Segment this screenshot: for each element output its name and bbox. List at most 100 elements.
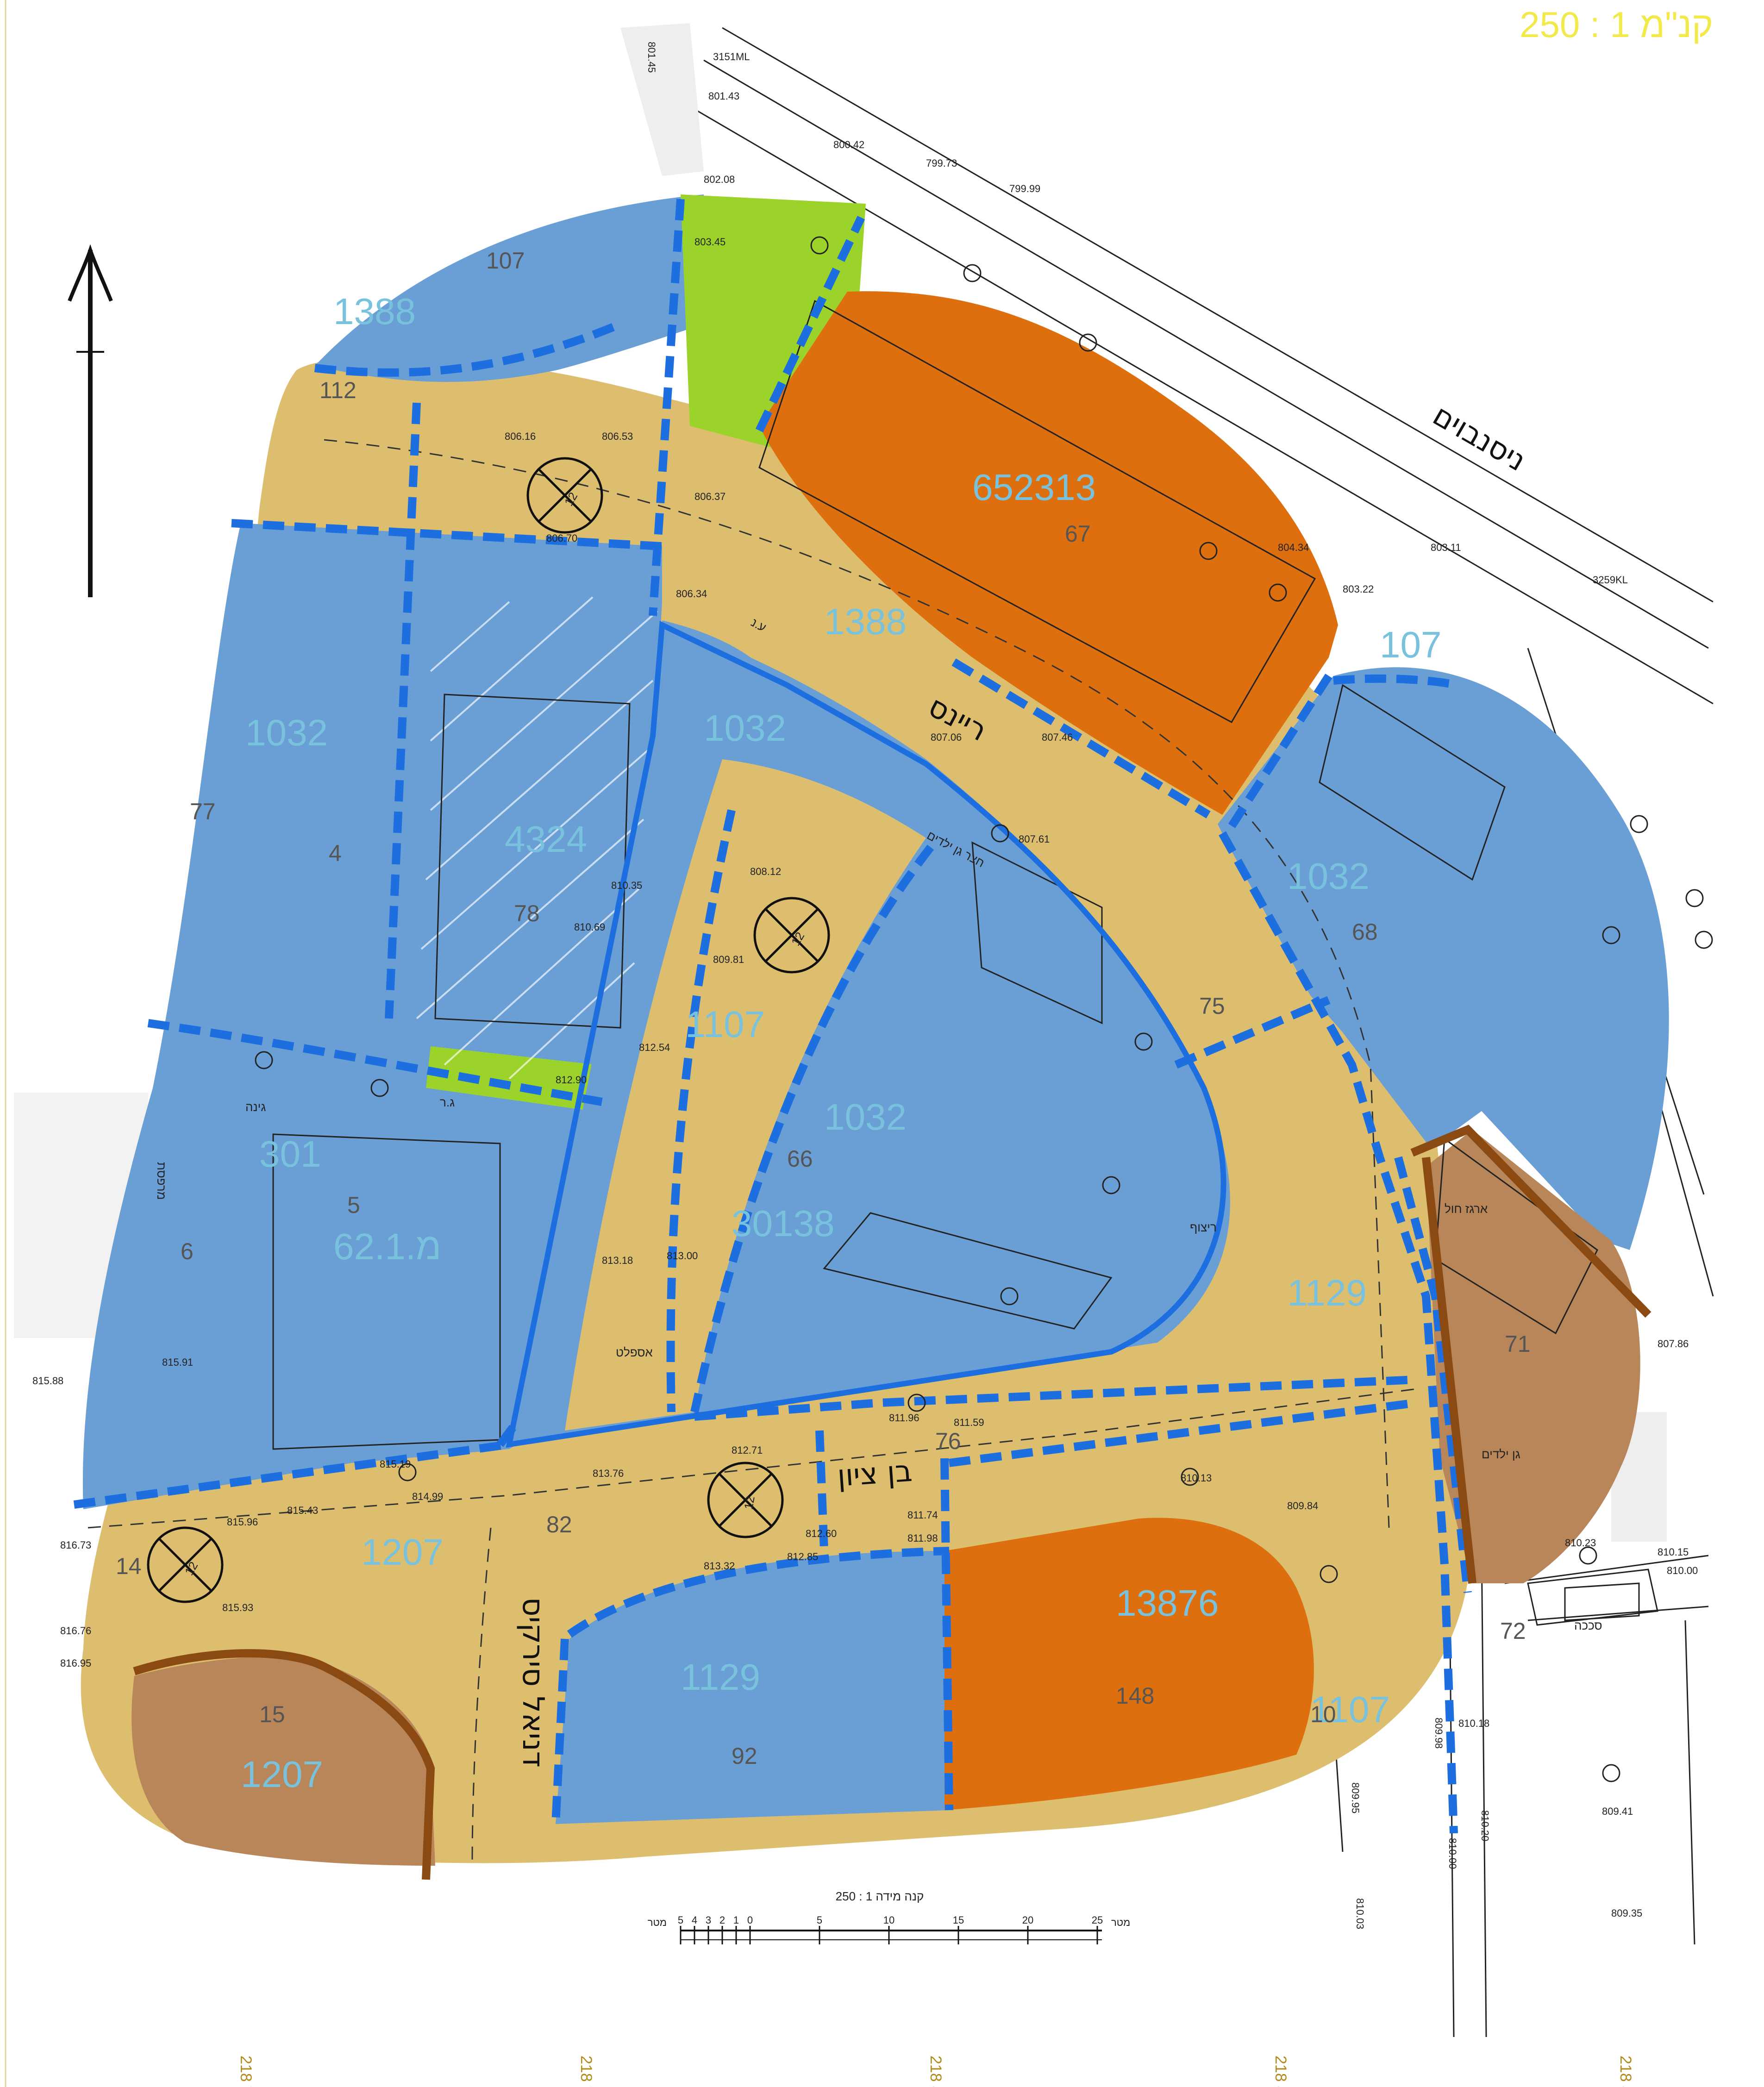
elevation-label: 815.96 bbox=[227, 1516, 258, 1528]
hatch-overlay bbox=[416, 596, 658, 1080]
parcel-label: 652313 bbox=[972, 467, 1096, 508]
parcel-label: 62.מ.1 bbox=[333, 1226, 441, 1267]
scale-tick: 20 bbox=[1022, 1914, 1033, 1926]
grid-coordinate: 218 750 bbox=[237, 2056, 255, 2087]
elevation-labels: 801.45 801.43 802.08 803.45 806.16 806.5… bbox=[32, 42, 1698, 1929]
scale-tick: 3 bbox=[706, 1914, 711, 1926]
stipple-zone-top bbox=[620, 23, 704, 176]
parcel-label: 1032 bbox=[704, 707, 786, 749]
zone-number: 78 bbox=[514, 900, 540, 926]
zone-orange-bottom bbox=[945, 1518, 1314, 1810]
elevation-label: 812.54 bbox=[639, 1042, 670, 1053]
elevation-label: 809.35 bbox=[1611, 1907, 1642, 1919]
road-circle-number: 12 bbox=[741, 1495, 757, 1511]
elevation-label: 809.98 bbox=[1433, 1718, 1445, 1749]
scale-tick: 0 bbox=[747, 1914, 753, 1926]
elevation-label: 803.45 bbox=[694, 236, 726, 248]
annotation-label: ריצוף bbox=[1190, 1220, 1217, 1234]
elevation-label: 806.16 bbox=[505, 431, 536, 442]
zone-blue-right bbox=[1218, 667, 1669, 1250]
annotation-label: אספלט bbox=[616, 1345, 653, 1359]
zone-brown-bottom-left bbox=[131, 1656, 435, 1866]
elevation-label: 800.42 bbox=[833, 139, 864, 150]
grid-coordinate: 218 800 bbox=[927, 2056, 945, 2087]
street-name: בן ציון bbox=[836, 1454, 913, 1493]
zone-number: 5 bbox=[347, 1192, 360, 1218]
elevation-label: 810.18 bbox=[1458, 1718, 1489, 1729]
plan-boundaries bbox=[73, 199, 1472, 1834]
elevation-label: 810.00 bbox=[1667, 1565, 1698, 1576]
elevation-label: 3151ML bbox=[713, 51, 750, 62]
elevation-label: 806.70 bbox=[546, 532, 577, 544]
zone-number: 4 bbox=[329, 840, 342, 866]
street-name: דניאל סירקיס bbox=[516, 1597, 550, 1768]
elevation-label: 3259KL bbox=[1593, 574, 1628, 586]
scale-unit-left: מטר bbox=[648, 1917, 667, 1928]
parcel-label: 1107 bbox=[685, 1004, 765, 1045]
elevation-label: 812.85 bbox=[787, 1551, 818, 1562]
elevation-label: 808.12 bbox=[750, 866, 781, 877]
grid-coordinate: 218 825 bbox=[1272, 2056, 1289, 2087]
elevation-label: 810.20 bbox=[1479, 1810, 1491, 1841]
parcel-label: 1129 bbox=[1287, 1272, 1367, 1313]
annotation-label: סככה bbox=[1574, 1618, 1602, 1632]
zone-tan-inner bbox=[565, 759, 926, 1431]
elevation-label: 811.98 bbox=[907, 1532, 938, 1544]
elevation-label: 811.59 bbox=[954, 1417, 984, 1428]
scale-tick: 5 bbox=[678, 1914, 683, 1926]
road-centerlines bbox=[88, 439, 1417, 1862]
annotation-label: ג.ר bbox=[440, 1095, 455, 1109]
parcel-label: 107 bbox=[1380, 624, 1441, 665]
scale-bar: קנה מידה 1 : 250 מטר 5 4 3 2 1 0 5 10 15… bbox=[648, 1889, 1130, 1944]
zone-number: 10 bbox=[1310, 1701, 1336, 1727]
elevation-label: 816.95 bbox=[60, 1657, 91, 1669]
zone-number: 15 bbox=[259, 1701, 285, 1727]
elevation-label: 801.43 bbox=[708, 90, 739, 102]
elevation-label: 812.60 bbox=[806, 1528, 837, 1539]
elevation-label: 807.46 bbox=[1042, 731, 1073, 743]
elevation-label: 807.86 bbox=[1658, 1338, 1689, 1350]
elevation-label: 803.22 bbox=[1343, 583, 1374, 595]
parcel-label: 4324 bbox=[505, 819, 587, 860]
elevation-label: 809.81 bbox=[713, 954, 744, 965]
elevation-label: 804.34 bbox=[1278, 542, 1309, 553]
elevation-label: 802.08 bbox=[704, 174, 735, 185]
elevation-label: 809.84 bbox=[1287, 1500, 1318, 1512]
parcel-label: 1032 bbox=[245, 712, 328, 753]
elevation-label: 806.53 bbox=[602, 431, 633, 442]
parcel-label: 301 bbox=[259, 1133, 321, 1175]
zone-number: 92 bbox=[732, 1743, 757, 1769]
elevation-label: 811.74 bbox=[907, 1509, 938, 1521]
zone-number: 76 bbox=[935, 1428, 961, 1454]
elevation-label: 807.61 bbox=[1019, 833, 1050, 845]
elevation-label: 816.73 bbox=[60, 1539, 91, 1551]
triangle-parcel-outline bbox=[506, 620, 1226, 1448]
zone-number: 148 bbox=[1116, 1683, 1154, 1709]
scale-unit-right: מטר bbox=[1111, 1917, 1130, 1928]
annotation-label: מרפסת bbox=[155, 1162, 169, 1200]
parcel-label: 1207 bbox=[241, 1754, 323, 1795]
scale-tick: 25 bbox=[1092, 1914, 1103, 1926]
elevation-label: 815.91 bbox=[162, 1356, 193, 1368]
zone-blue-top-left bbox=[315, 194, 704, 382]
zone-blue-bottom bbox=[556, 1551, 949, 1824]
elevation-label: 807.06 bbox=[931, 731, 962, 743]
scale-tick: 5 bbox=[817, 1914, 822, 1926]
elevation-label: 815.88 bbox=[32, 1375, 63, 1387]
parcel-label: 1032 bbox=[824, 1096, 907, 1137]
parcel-label: 30138 bbox=[732, 1203, 834, 1244]
elevation-label: 806.34 bbox=[676, 588, 707, 600]
elevation-label: 806.37 bbox=[694, 491, 726, 502]
tree-symbols bbox=[255, 236, 1713, 1782]
elevation-label: 799.99 bbox=[1009, 183, 1040, 194]
elevation-label: 810.69 bbox=[574, 921, 605, 933]
parcel-label: 1388 bbox=[824, 601, 907, 642]
elevation-label: 810.23 bbox=[1565, 1537, 1596, 1549]
scale-tick: 10 bbox=[883, 1914, 895, 1926]
zone-number: 112 bbox=[319, 377, 357, 403]
parcel-label: 1207 bbox=[361, 1531, 444, 1573]
elevation-label: 811.96 bbox=[889, 1412, 920, 1424]
parcel-label: 1032 bbox=[1287, 856, 1370, 897]
zone-number: 71 bbox=[1505, 1331, 1531, 1357]
